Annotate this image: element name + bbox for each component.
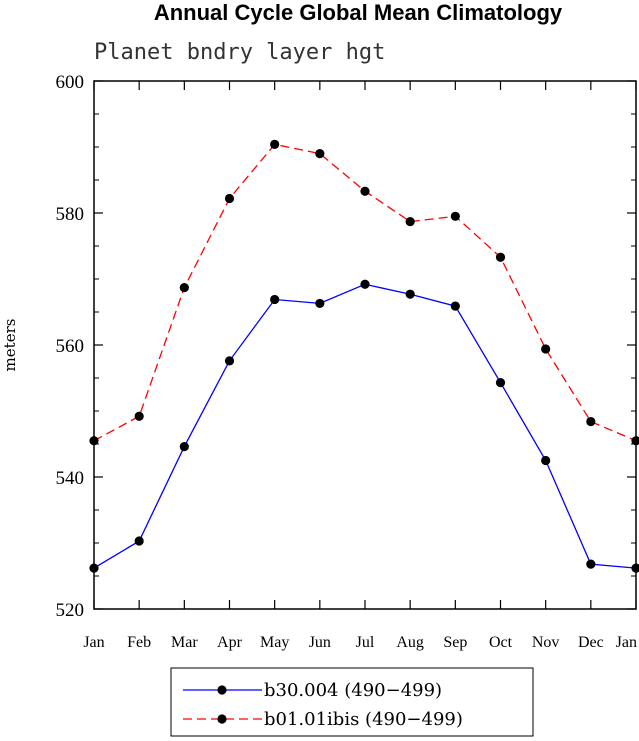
legend-label: b30.004 (490−499) [264, 680, 442, 701]
chart-subtitle: Planet bndry layer hgt [94, 40, 385, 65]
x-tick-label: Jan [616, 634, 637, 651]
x-tick-label: Oct [489, 634, 513, 651]
data-point [631, 436, 639, 446]
x-tick-label: Aug [396, 634, 424, 651]
data-point [360, 279, 370, 289]
data-point [224, 193, 235, 204]
data-point [270, 294, 280, 305]
data-point [134, 536, 144, 546]
data-point [89, 436, 99, 446]
data-point [450, 211, 460, 221]
y-axis-label: meters [1, 319, 19, 372]
series-1 [89, 279, 639, 573]
data-point [450, 301, 460, 311]
y-tick-label: 540 [56, 468, 85, 489]
legend: b30.004 (490−499) b01.01ibis (490−499) [170, 667, 534, 737]
data-point [586, 416, 596, 427]
x-tick-label: Dec [578, 634, 604, 651]
data-point [586, 559, 596, 569]
legend-marker [217, 714, 227, 724]
data-point [179, 282, 189, 293]
legend-label: b01.01ibis (490−499) [264, 709, 463, 730]
y-tick-label: 560 [56, 336, 85, 357]
data-point [224, 356, 235, 366]
data-point [631, 563, 639, 573]
axis-ticks: 520 540 560 580 600 Jan Feb Mar Apr May Jun Jul Aug S… [56, 72, 638, 651]
legend-box [170, 667, 534, 737]
y-tick-label: 520 [56, 600, 85, 621]
x-tick-label: Jan [83, 634, 104, 651]
x-tick-label: Feb [127, 634, 151, 651]
data-point [360, 186, 370, 196]
series-line [93, 283, 637, 569]
chart-title: Annual Cycle Global Mean Climatology [154, 0, 563, 25]
data-point [495, 378, 506, 388]
x-tick-label: Jul [356, 634, 375, 651]
data-point [315, 149, 325, 159]
data-point [541, 344, 551, 354]
data-point [179, 442, 189, 452]
data-point [495, 252, 506, 262]
data-point [270, 139, 280, 149]
legend-marker [217, 685, 227, 695]
x-tick-label: Apr [217, 634, 243, 651]
y-tick-label: 580 [56, 204, 85, 225]
x-tick-label: Sep [443, 634, 467, 651]
y-tick-label: 600 [56, 72, 85, 93]
data-point [541, 455, 551, 466]
x-tick-label: Nov [532, 634, 560, 651]
data-point [134, 411, 144, 421]
data-point [405, 289, 415, 299]
plot-frame [93, 80, 637, 610]
data-point [89, 563, 99, 573]
x-tick-label: Mar [171, 634, 198, 651]
x-tick-label: Jun [309, 634, 331, 651]
data-point [315, 298, 325, 309]
x-tick-label: May [260, 634, 289, 651]
data-point [405, 216, 415, 227]
series-layer [89, 139, 639, 573]
series-2 [89, 139, 639, 446]
